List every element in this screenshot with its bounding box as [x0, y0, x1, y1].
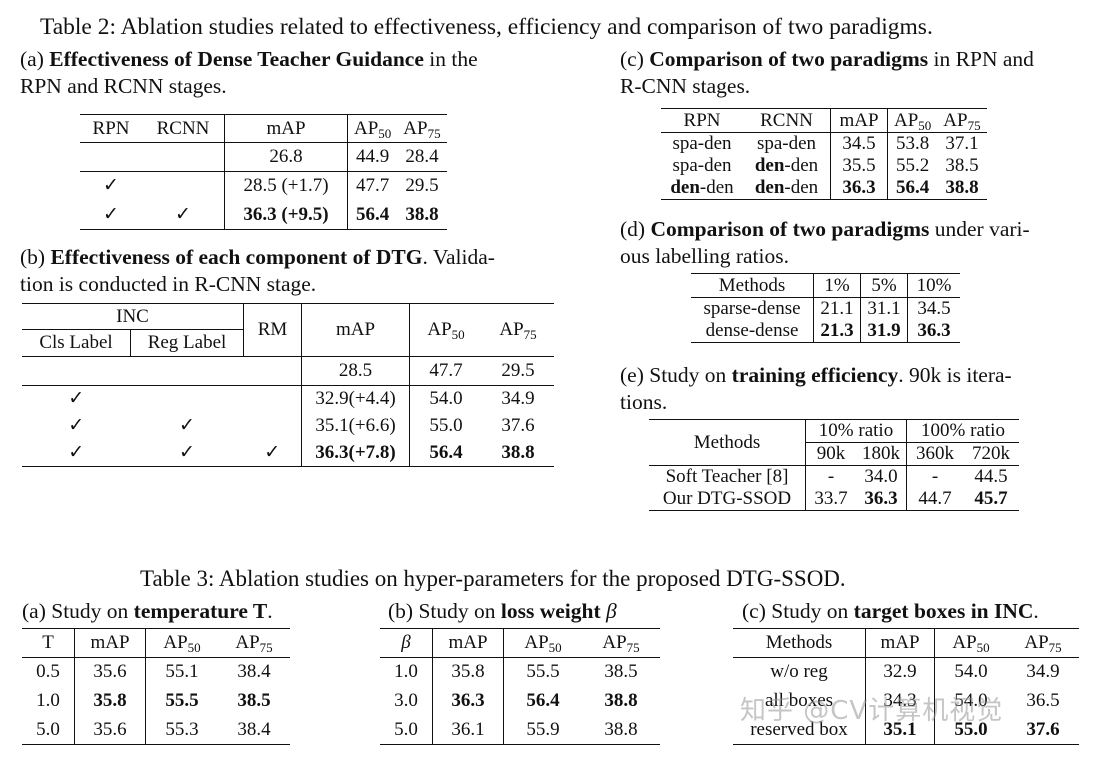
table-row: 1.0 35.8 55.5 38.5 — [380, 657, 660, 687]
subtable-e-caption: (e) Study on training efficiency. 90k is… — [620, 363, 1012, 414]
table-row: 26.8 44.9 28.4 — [80, 142, 447, 172]
table3-c: Methods mAP AP50 AP75 w/o reg 32.9 54.0 34.… — [733, 628, 1079, 745]
subtable-b-caption: (b) Effectiveness of each component of D… — [20, 245, 495, 296]
subtable-c-caption: (c) Comparison of two paradigms in RPN a… — [620, 47, 1034, 98]
table-row: ✓ ✓ ✓ 36.3(+7.8) 56.4 38.8 — [22, 439, 554, 467]
table3-a: T mAP AP50 AP75 0.5 35.6 55.1 38.4 1.0 35.8 5… — [22, 628, 290, 745]
table-row: spa-den den-den 35.5 55.2 38.5 — [672, 155, 979, 177]
table-row: 28.5 47.7 29.5 — [22, 356, 554, 386]
table-row: ✓ ✓ 35.1(+6.6) 55.0 37.6 — [22, 412, 554, 440]
table3-b: β mAP AP50 AP75 1.0 35.8 55.5 38.5 3.0 36.3 5… — [380, 628, 660, 745]
table2-caption: Table 2: Ablation studies related to eff… — [40, 14, 933, 40]
table-e: Methods 10% ratio 100% ratio 90k 180k 36… — [649, 419, 1019, 511]
table-c: RPN RCNN mAP AP50 AP75 spa-den spa-den 34.… — [661, 108, 987, 200]
table-row: ✓ ✓ 36.3 (+9.5) 56.4 38.8 — [80, 200, 447, 230]
table-row: all boxes 34.3 54.0 36.5 — [733, 686, 1079, 716]
table-a: RPN RCNN mAP AP50 AP75 26.8 44.9 28.4 ✓ 28.… — [80, 114, 447, 230]
table-row: sparse-dense 21.1 31.1 34.5 — [691, 297, 960, 320]
table3b-caption: (b) Study on loss weight β — [388, 599, 617, 623]
table-row: 5.0 36.1 55.9 38.8 — [380, 715, 660, 745]
subtable-d-caption: (d) Comparison of two paradigms under va… — [620, 217, 1030, 268]
table3-caption: Table 3: Ablation studies on hyper-param… — [140, 566, 846, 591]
table-row: 0.5 35.6 55.1 38.4 — [22, 657, 290, 687]
watermark-text: 知乎 @CV计算机视觉 — [740, 696, 1004, 726]
table-row: reserved box 35.1 55.0 37.6 — [733, 715, 1079, 745]
table-row: Soft Teacher [8] -34.0-44.5 — [649, 465, 1019, 488]
table-d: Methods 1% 5% 10% sparse-dense 21.1 31.1 34… — [691, 273, 960, 343]
table-row: Our DTG-SSOD 33.7 36.3 44.7 45.7 — [649, 488, 1019, 511]
table-row: spa-den spa-den 34.5 53.8 37.1 — [672, 132, 979, 155]
table-row: den-den den-den 36.3 56.4 38.8 — [661, 177, 987, 200]
table-row: w/o reg 32.9 54.0 34.9 — [733, 657, 1079, 687]
table-row: dense-dense 21.3 31.9 36.3 — [691, 320, 960, 343]
subtable-a-caption: (a) Effectiveness of Dense Teacher Guida… — [20, 47, 478, 98]
table-row: ✓ 32.9(+4.4) 54.0 34.9 — [22, 385, 554, 413]
table-b: INC RM mAP AP50 AP75 Cls Label Reg Label… — [22, 303, 554, 467]
table-row: 5.0 35.6 55.3 38.4 — [22, 715, 290, 745]
table3c-caption: (c) Study on target boxes in INC. — [742, 599, 1039, 623]
table-row: 1.0 35.8 55.5 38.5 — [22, 686, 290, 716]
table3a-caption: (a) Study on temperature T. — [22, 599, 273, 623]
table-row: ✓ 28.5 (+1.7) 47.7 29.5 — [80, 171, 447, 201]
table-row: 3.0 36.3 56.4 38.8 — [380, 686, 660, 716]
